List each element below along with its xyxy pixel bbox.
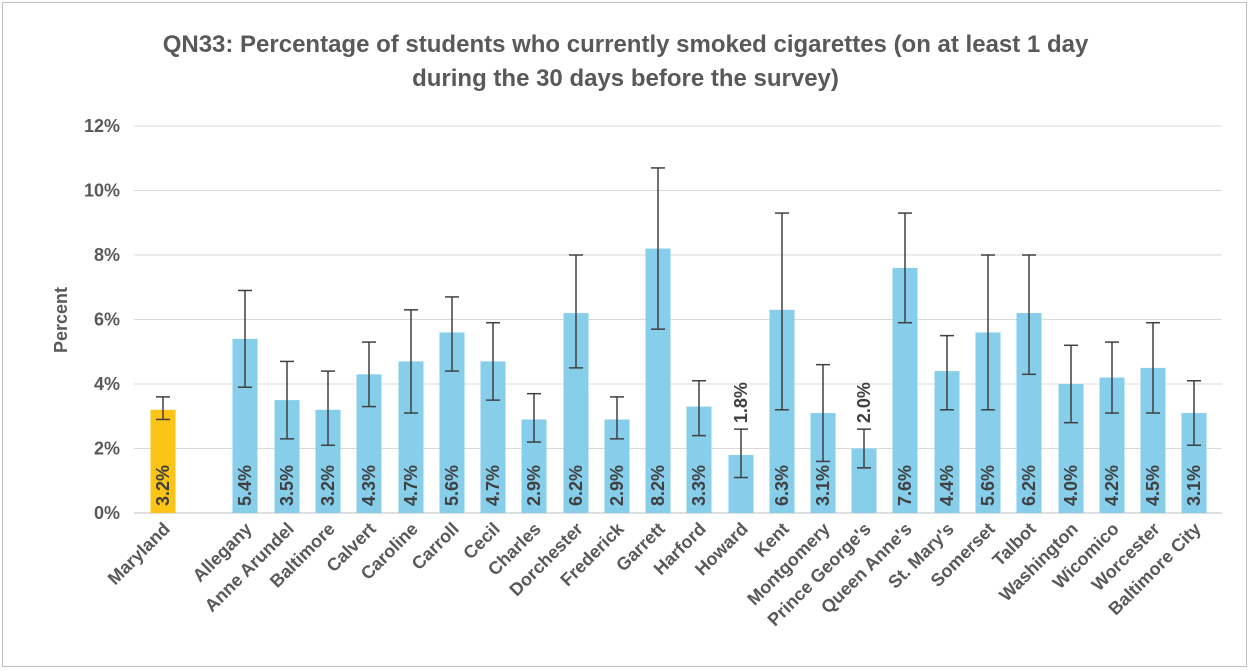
value-label: 5.6% bbox=[978, 465, 998, 506]
y-tick-label: 12% bbox=[84, 116, 120, 136]
value-label: 3.2% bbox=[153, 465, 173, 506]
error-bar bbox=[1064, 344, 1078, 424]
error-bar bbox=[898, 212, 912, 324]
error-bar bbox=[857, 428, 871, 469]
y-tick-label: 0% bbox=[94, 503, 120, 523]
error-bar bbox=[1105, 341, 1119, 414]
value-label: 6.2% bbox=[1019, 465, 1039, 506]
error-bar bbox=[940, 334, 954, 411]
value-label: 3.1% bbox=[813, 465, 833, 506]
value-label: 4.4% bbox=[937, 465, 957, 506]
value-labels: 3.2% 5.4% 3.5% 3.2% 4.3% 4.7% 5.6% 4.7% 2.9% 6.2%… bbox=[153, 382, 1204, 506]
value-label: 4.3% bbox=[359, 465, 379, 506]
error-bar bbox=[981, 254, 995, 411]
error-bars bbox=[156, 167, 1201, 479]
chart-title: QN33: Percentage of students who current… bbox=[0, 28, 1251, 96]
value-label: 6.2% bbox=[566, 465, 586, 506]
y-tick-label: 4% bbox=[94, 374, 120, 394]
value-label: 3.5% bbox=[277, 465, 297, 506]
error-bar bbox=[1146, 321, 1160, 414]
value-label: 6.3% bbox=[772, 465, 792, 506]
chart-title-line-1: QN33: Percentage of students who current… bbox=[162, 31, 1089, 58]
y-axis-tick-labels: 0% 2% 4% 6% 8% 10% 12% bbox=[84, 116, 120, 523]
value-label: 2.0% bbox=[854, 382, 874, 423]
bar bbox=[150, 409, 176, 513]
error-bar bbox=[775, 212, 789, 411]
error-bar bbox=[238, 289, 252, 388]
chart-title-line-2: during the 30 days before the survey) bbox=[412, 65, 839, 92]
error-bar bbox=[362, 341, 376, 408]
error-bar bbox=[527, 392, 541, 443]
value-label: 4.2% bbox=[1102, 465, 1122, 506]
error-bar bbox=[1187, 380, 1201, 447]
error-bar bbox=[156, 396, 170, 421]
value-label: 5.6% bbox=[442, 465, 462, 506]
error-bar bbox=[816, 363, 830, 463]
value-label: 7.6% bbox=[895, 465, 915, 506]
value-label: 2.9% bbox=[607, 465, 627, 506]
y-tick-label: 6% bbox=[94, 310, 120, 330]
value-label: 4.7% bbox=[483, 465, 503, 506]
error-bar bbox=[445, 296, 459, 372]
x-tick-label: Maryland bbox=[104, 519, 174, 589]
value-label: 3.3% bbox=[689, 465, 709, 506]
error-bar bbox=[651, 167, 665, 330]
value-label: 4.5% bbox=[1143, 465, 1163, 506]
error-bar bbox=[404, 309, 418, 414]
bars bbox=[150, 248, 1207, 514]
value-label: 5.4% bbox=[235, 465, 255, 506]
error-bar bbox=[569, 254, 583, 369]
value-label: 3.2% bbox=[318, 465, 338, 506]
error-bar bbox=[321, 370, 335, 447]
y-axis-label: Percent bbox=[51, 287, 71, 353]
error-bar bbox=[610, 396, 624, 440]
value-label: 3.1% bbox=[1184, 465, 1204, 506]
error-bar bbox=[692, 380, 706, 437]
error-bar bbox=[280, 360, 294, 440]
error-bar bbox=[734, 428, 748, 479]
y-tick-label: 10% bbox=[84, 181, 120, 201]
error-bar bbox=[1022, 254, 1036, 376]
value-label: 4.0% bbox=[1061, 465, 1081, 506]
value-label: 1.8% bbox=[731, 382, 751, 423]
y-tick-label: 2% bbox=[94, 439, 120, 459]
value-label: 4.7% bbox=[401, 465, 421, 506]
y-tick-label: 8% bbox=[94, 245, 120, 265]
error-bar bbox=[486, 321, 500, 401]
value-label: 2.9% bbox=[524, 465, 544, 506]
value-label: 8.2% bbox=[648, 465, 668, 506]
